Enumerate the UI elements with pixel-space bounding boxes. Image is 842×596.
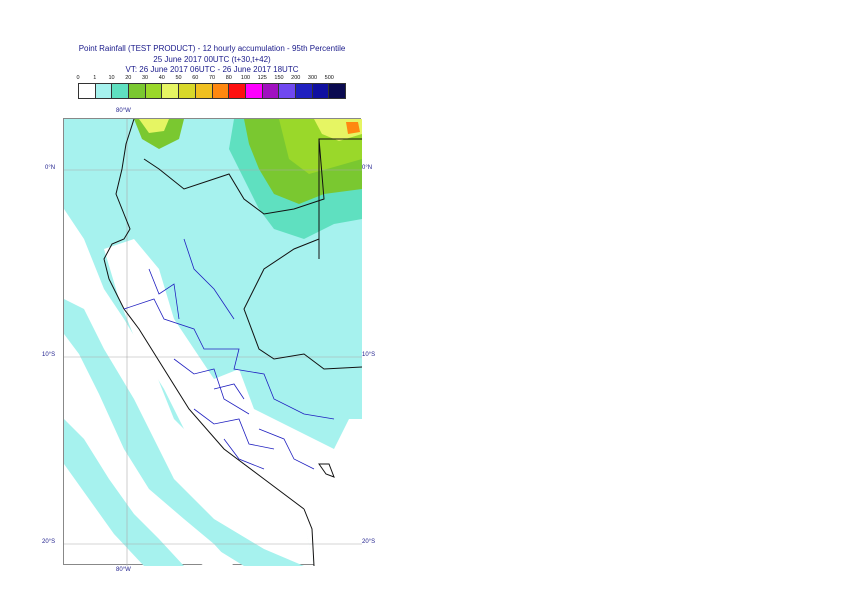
legend-swatch <box>179 84 196 98</box>
legend-swatch <box>329 84 345 98</box>
legend-label: 30 <box>141 75 149 81</box>
rainfall-map <box>63 118 363 567</box>
legend-label: 80 <box>225 75 232 81</box>
legend-label: 40 <box>158 75 165 81</box>
lat-label-0-left: 0°N <box>45 165 56 171</box>
legend-label: 10 <box>108 75 115 81</box>
legend-swatch <box>229 84 246 98</box>
legend-label: 200 <box>291 75 301 81</box>
lat-label-10-right: 10°S <box>362 352 376 358</box>
legend-swatch <box>162 84 180 98</box>
region-borders <box>123 238 335 470</box>
legend-label: 70 <box>208 75 216 81</box>
lat-label-0-right: 0°N <box>362 165 373 171</box>
legend-swatch <box>312 84 330 98</box>
legend-swatch <box>245 84 263 98</box>
legend-label: 50 <box>175 75 182 81</box>
map-canvas <box>64 118 363 567</box>
legend-label: 300 <box>307 75 318 81</box>
legend-swatch <box>212 84 230 98</box>
valid-time-label: VT: 26 June 2017 06UTC - 26 June 2017 18… <box>125 65 299 74</box>
legend-swatch <box>95 84 113 98</box>
lon-label-bottom: 80°W <box>116 567 131 573</box>
legend-swatch <box>262 84 280 98</box>
legend-label: 125 <box>257 75 267 81</box>
run-time-label: 25 June 2017 00UTC (t+30,t+42) <box>153 55 271 64</box>
country-borders <box>103 118 363 567</box>
lon-label-top: 80°W <box>116 108 131 114</box>
lat-label-10-left: 10°S <box>42 352 56 358</box>
color-legend <box>78 83 346 99</box>
lat-label-20-left: 20°S <box>42 539 56 545</box>
legend-swatch <box>295 84 313 98</box>
legend-swatch <box>129 84 146 98</box>
legend-swatch <box>112 84 130 98</box>
legend-label: 500 <box>324 75 334 81</box>
legend-swatch <box>79 84 96 98</box>
legend-label: 1 <box>93 75 97 81</box>
legend-label: 60 <box>192 75 199 81</box>
legend-swatch <box>195 84 213 98</box>
legend-swatch <box>145 84 163 98</box>
rainfall-shading-medium <box>134 119 362 239</box>
lat-label-20-right: 20°S <box>362 539 376 545</box>
legend-label: 0 <box>76 75 80 81</box>
legend-label: 100 <box>240 75 251 81</box>
legend-swatch <box>279 84 296 98</box>
legend-label: 20 <box>125 75 132 81</box>
legend-label: 150 <box>274 75 284 81</box>
chart-title: Point Rainfall (TEST PRODUCT) - 12 hourl… <box>78 44 346 53</box>
